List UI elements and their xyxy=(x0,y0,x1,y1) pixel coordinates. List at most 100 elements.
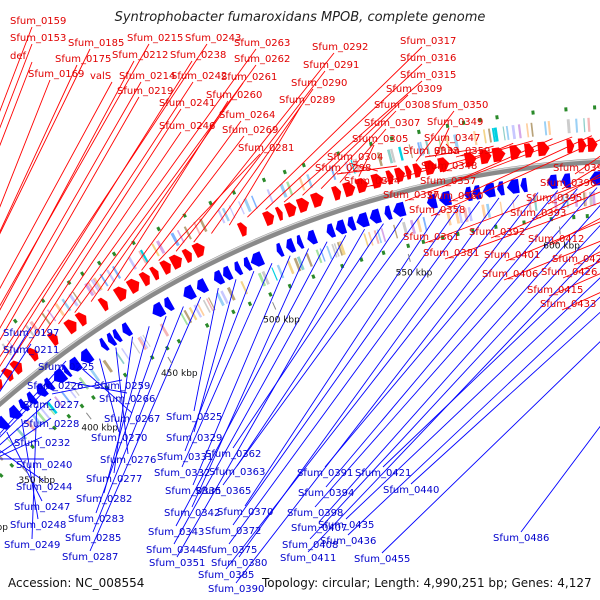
reverse-category-band-28 xyxy=(40,407,51,420)
reverse-gene-connector-line xyxy=(115,347,129,455)
scale-tick-label: 450 kbp xyxy=(161,369,198,379)
forward-gene-connector-line xyxy=(549,217,600,246)
forward-gene-label: Sfum_0396 xyxy=(540,178,596,189)
forward-gene-arrow-43 xyxy=(385,170,394,185)
reverse-gene-connector-line xyxy=(309,224,600,540)
forward-gene-connector-line xyxy=(0,96,140,341)
reverse-gene-connector-line xyxy=(307,244,600,553)
forward-gene-label: Sfum_0304 xyxy=(327,152,383,163)
reverse-category-band-22 xyxy=(0,455,4,461)
reverse-gene-arrow-47 xyxy=(384,205,393,220)
scale-tick-mark xyxy=(21,466,28,474)
reverse-category-band-70 xyxy=(336,241,343,256)
forward-gene-label: Sfum_0412 xyxy=(528,234,584,245)
reverse-gene-arrow-36 xyxy=(243,256,253,271)
reverse-gene-label: Sfum_0282 xyxy=(76,494,132,505)
forward-gene-label: Sfum_0348 xyxy=(421,161,477,172)
forward-gene-arrow-32 xyxy=(191,242,205,258)
reverse-gene-label: Sfum_0398 xyxy=(287,508,343,519)
reverse-gene-connector-line xyxy=(324,190,559,468)
forward-gene-label: Sfum_0281 xyxy=(238,143,294,154)
reverse-gene-label: Sfum_0363 xyxy=(209,467,265,478)
forward-feature-mark-31 xyxy=(461,120,466,126)
forward-category-band-58 xyxy=(139,249,149,263)
forward-gene-label: Sfum_0242 xyxy=(171,71,227,82)
reverse-category-band-79 xyxy=(409,219,416,235)
reverse-gene-arrow-28 xyxy=(121,322,133,337)
reverse-category-band-80 xyxy=(416,218,423,233)
reverse-category-band-26 xyxy=(31,413,43,427)
forward-category-band-74 xyxy=(286,181,294,196)
forward-gene-label: Sfum_0358 xyxy=(409,205,465,216)
reverse-category-band-92 xyxy=(533,196,538,211)
forward-gene-connector-line xyxy=(0,48,91,235)
forward-category-band-42 xyxy=(41,312,52,326)
reverse-gene-label: Sfum_0331 xyxy=(157,452,213,463)
forward-gene-arrow-48 xyxy=(437,157,450,173)
forward-category-band-54 xyxy=(106,269,116,283)
reverse-gene-connector-line xyxy=(83,369,133,414)
forward-gene-label: Sfum_0241 xyxy=(159,98,215,109)
reverse-gene-arrow-29 xyxy=(152,301,167,318)
genome-summary-text: Topology: circular; Length: 4,990,251 bp… xyxy=(261,576,592,590)
reverse-gene-arrow-22 xyxy=(62,364,73,378)
reverse-category-band-29 xyxy=(45,403,56,416)
forward-gene-label: Sfum_0153 xyxy=(10,33,66,44)
reverse-category-band-36 xyxy=(89,368,101,382)
reverse-feature-mark-20 xyxy=(231,309,236,315)
forward-gene-arrow-39 xyxy=(331,186,342,201)
reverse-gene-arrow-43 xyxy=(335,219,348,235)
reverse-gene-label: Sfum_0391 xyxy=(297,468,353,479)
reverse-gene-connector-line xyxy=(235,192,539,584)
forward-category-band-65 xyxy=(199,218,208,233)
reverse-gene-label: Sfum_0244 xyxy=(16,482,72,493)
forward-gene-label: Sfum_0433 xyxy=(540,299,596,310)
forward-category-band-85 xyxy=(398,146,404,161)
forward-gene-arrow-26 xyxy=(125,278,140,294)
forward-gene-connector-line xyxy=(302,94,409,196)
forward-gene-label: Sfum_0263 xyxy=(234,38,290,49)
reverse-gene-connector-line xyxy=(193,279,237,433)
reverse-gene-label: Sfum_0329 xyxy=(166,433,222,444)
reverse-category-band-56 xyxy=(240,280,249,295)
forward-category-band-108 xyxy=(583,118,586,133)
forward-gene-arrow-30 xyxy=(168,254,182,270)
forward-gene-arrow-21 xyxy=(46,332,59,347)
forward-category-band-102 xyxy=(525,123,530,138)
forward-category-band-96 xyxy=(491,127,496,142)
reverse-gene-connector-line xyxy=(228,200,480,545)
reverse-category-band-87 xyxy=(481,204,487,219)
forward-category-band-73 xyxy=(279,183,288,198)
reverse-feature-mark-23 xyxy=(287,283,292,289)
reverse-gene-label: Sfum_0435 xyxy=(318,520,374,531)
forward-gene-label: Sfum_0309 xyxy=(386,84,442,95)
reverse-gene-connector-line xyxy=(31,406,38,540)
forward-gene-label: Sfum_0185 xyxy=(68,38,124,49)
forward-gene-label: Sfum_0316 xyxy=(400,53,456,64)
forward-category-band-77 xyxy=(330,166,337,181)
reverse-feature-mark-30 xyxy=(440,234,445,240)
forward-gene-connector-line xyxy=(574,155,600,175)
forward-category-band-83 xyxy=(387,149,394,164)
reverse-gene-arrow-35 xyxy=(234,261,244,276)
reverse-gene-label: Sfum_0247 xyxy=(14,502,70,513)
forward-feature-mark-25 xyxy=(301,162,306,168)
forward-feature-mark-33 xyxy=(495,115,499,120)
reverse-category-band-42 xyxy=(139,336,149,349)
reverse-gene-connector-line xyxy=(225,194,519,570)
forward-gene-arrow-24 xyxy=(97,297,109,312)
reverse-category-band-41 xyxy=(137,336,147,351)
forward-category-band-82 xyxy=(376,152,383,167)
forward-gene-connector-line xyxy=(90,82,244,302)
reverse-category-band-37 xyxy=(102,359,113,373)
forward-category-band-48 xyxy=(84,282,95,297)
reverse-gene-connector-line xyxy=(0,398,52,446)
reverse-feature-mark-19 xyxy=(204,322,210,328)
reverse-gene-arrow-15 xyxy=(0,415,11,430)
forward-category-band-68 xyxy=(228,205,236,219)
scale-tick-mark xyxy=(407,253,411,262)
reverse-gene-label: Sfum_0362 xyxy=(205,449,261,460)
reverse-category-band-68 xyxy=(331,243,338,258)
